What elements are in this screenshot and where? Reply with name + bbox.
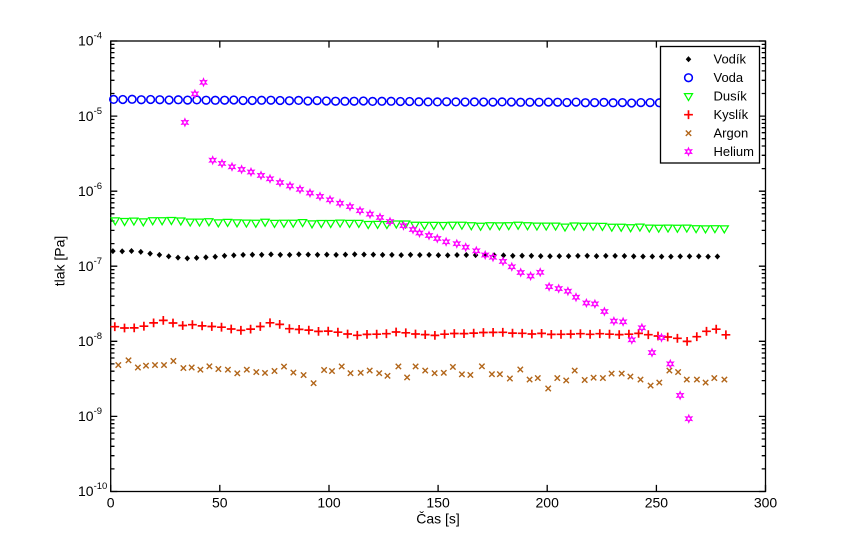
svg-text:200: 200 <box>536 495 560 511</box>
svg-text:50: 50 <box>212 495 228 511</box>
svg-text:Dusík: Dusík <box>714 89 748 104</box>
svg-text:Voda: Voda <box>714 70 744 85</box>
svg-text:Kyslík: Kyslík <box>714 107 749 122</box>
svg-text:Argon: Argon <box>714 126 749 141</box>
svg-text:tlak [Pa]: tlak [Pa] <box>52 236 68 287</box>
svg-text:250: 250 <box>645 495 669 511</box>
svg-text:300: 300 <box>754 495 778 511</box>
svg-text:100: 100 <box>317 495 341 511</box>
svg-text:Vodík: Vodík <box>714 52 747 67</box>
svg-text:Čas [s]: Čas [s] <box>416 511 460 527</box>
svg-text:Helium: Helium <box>714 144 754 159</box>
svg-text:0: 0 <box>107 495 115 511</box>
svg-text:150: 150 <box>426 495 450 511</box>
